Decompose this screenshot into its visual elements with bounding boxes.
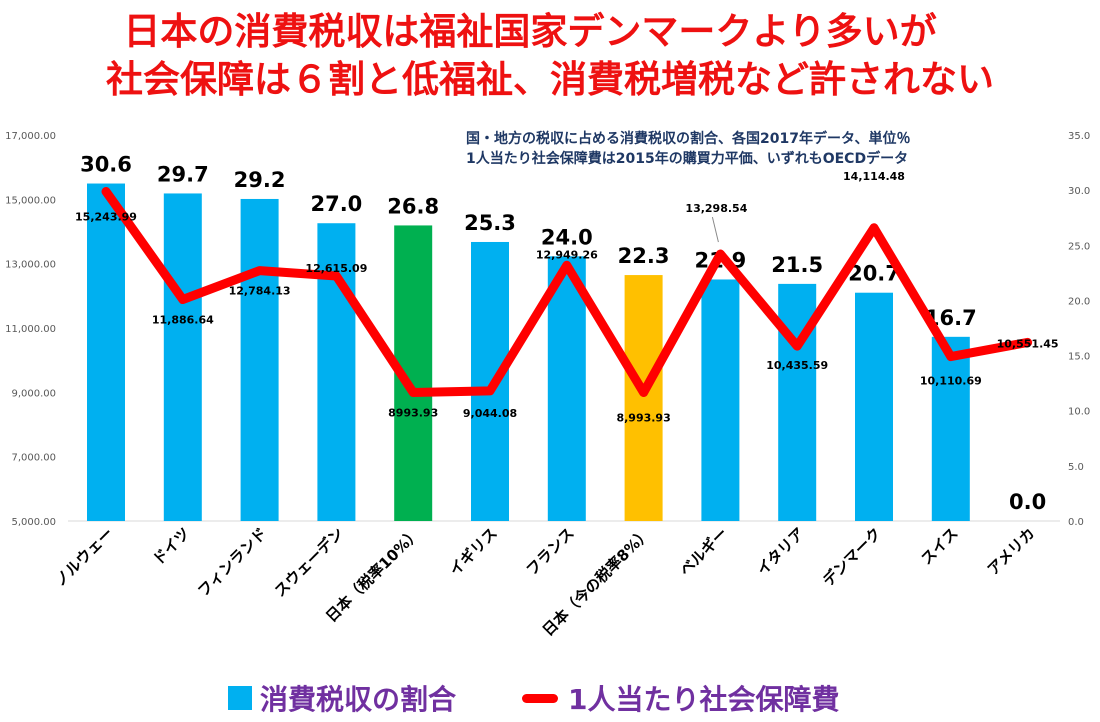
bar bbox=[624, 275, 663, 521]
bar-value-label: 22.3 bbox=[618, 244, 670, 268]
x-category-label: スイス bbox=[917, 524, 961, 568]
line-point bbox=[1026, 341, 1029, 344]
legend-line-swatch bbox=[522, 693, 558, 703]
line-point bbox=[949, 355, 952, 358]
y-right-tick-label: 30.0 bbox=[1068, 186, 1090, 197]
legend-bar-swatch bbox=[228, 686, 252, 710]
combo-chart: 5,000.00 7,000.00 9,000.00 11,000.00 13,000.… bbox=[5, 131, 1090, 640]
line-value-label: 10,435.59 bbox=[766, 359, 828, 372]
y-left-tick-label: 13,000.00 bbox=[5, 260, 56, 271]
line-value-label: 12,615.09 bbox=[305, 262, 367, 275]
line-point bbox=[796, 345, 799, 348]
x-category-label: ベルギー bbox=[676, 524, 731, 579]
y-right-tick-label: 20.0 bbox=[1068, 296, 1090, 307]
line-point bbox=[105, 190, 107, 193]
line-value-label: 9,044.08 bbox=[463, 407, 517, 420]
y-right-tick-label: 15.0 bbox=[1068, 352, 1090, 363]
x-category-label: イタリア bbox=[753, 524, 808, 579]
x-category-label: イギリス bbox=[446, 524, 501, 579]
line-value-label: 14,114.48 bbox=[843, 170, 905, 183]
chart-note-line1: 国・地方の税収に占める消費税収の割合、各国2017年データ、単位％ bbox=[466, 131, 911, 147]
chart-title-line2: 社会保障は６割と低福祉、消費税増税など許されない bbox=[106, 58, 994, 101]
x-category-label: ドイツ bbox=[149, 524, 194, 569]
y-right-tick-label: 5.0 bbox=[1068, 462, 1084, 473]
bar bbox=[87, 183, 125, 522]
x-category-label: ノルウェー bbox=[51, 524, 117, 590]
bar bbox=[701, 279, 740, 521]
x-category-label: アメリカ bbox=[984, 524, 1039, 579]
line-value-label: 10,110.69 bbox=[920, 375, 982, 388]
bar-value-label: 26.8 bbox=[387, 194, 439, 218]
bar bbox=[163, 193, 202, 522]
line-value-label: 10,551.45 bbox=[997, 337, 1059, 350]
line-point bbox=[258, 269, 261, 272]
bar-value-label: 27.0 bbox=[310, 192, 362, 216]
chart-note-line2: 1人当たり社会保障費は2015年の購買力平価、いずれもOECDデータ bbox=[466, 151, 909, 167]
bar-value-label: 20.7 bbox=[848, 262, 900, 286]
y-right-tick-label: 35.0 bbox=[1068, 131, 1090, 142]
line-point bbox=[412, 391, 415, 394]
y-right-tick-label: 10.0 bbox=[1068, 407, 1090, 418]
line-value-label: 11,886.64 bbox=[152, 313, 214, 326]
line-value-label: 15,243.99 bbox=[75, 210, 137, 223]
x-category-label: フィンランド bbox=[194, 524, 270, 600]
x-category-label: スウェーデン bbox=[271, 524, 347, 600]
legend-line-label: 1人当たり社会保障費 bbox=[568, 683, 840, 716]
bar bbox=[240, 198, 279, 522]
line-point bbox=[719, 253, 722, 256]
label-leader-line bbox=[711, 216, 719, 243]
x-category-label: デンマーク bbox=[819, 524, 885, 590]
y-left-tick-label: 5,000.00 bbox=[11, 517, 56, 528]
bar-value-label: 30.6 bbox=[80, 153, 132, 177]
y-left-tick-label: 15,000.00 bbox=[5, 195, 56, 206]
bar-value-label: 21.5 bbox=[771, 253, 823, 277]
bar-value-label: 25.3 bbox=[464, 211, 516, 235]
line-point bbox=[565, 264, 568, 267]
y-right-tick-label: 0.0 bbox=[1068, 517, 1084, 528]
line-point bbox=[642, 391, 645, 394]
legend-bar-label: 消費税収の割合 bbox=[260, 683, 457, 716]
legend-item-bar: 消費税収の割合 bbox=[228, 680, 456, 716]
x-category-label: フランス bbox=[523, 524, 578, 579]
y-right-tick-label: 25.0 bbox=[1068, 241, 1090, 252]
y-left-tick-label: 17,000.00 bbox=[5, 131, 56, 142]
bar bbox=[855, 292, 893, 521]
line-point bbox=[873, 226, 875, 229]
legend-item-line: 1人当たり社会保障費 bbox=[522, 680, 839, 716]
legend: 消費税収の割合 1人当たり社会保障費 bbox=[0, 680, 1100, 716]
line-point bbox=[489, 389, 491, 392]
y-left-tick-label: 7,000.00 bbox=[11, 453, 56, 464]
y-left-tick-label: 9,000.00 bbox=[11, 388, 56, 399]
line-value-label: 13,298.54 bbox=[685, 202, 747, 215]
line-point bbox=[335, 275, 338, 278]
bar-value-label: 29.2 bbox=[234, 168, 286, 192]
line-point bbox=[181, 298, 184, 301]
bar-value-label: 0.0 bbox=[1009, 490, 1046, 514]
bar bbox=[547, 256, 586, 521]
y-left-tick-label: 11,000.00 bbox=[5, 324, 56, 335]
bar-value-label: 29.7 bbox=[157, 162, 209, 186]
line-value-label: 8,993.93 bbox=[616, 412, 670, 425]
bar bbox=[931, 336, 970, 521]
line-value-label: 12,784.13 bbox=[229, 285, 291, 298]
bar-value-label: 24.0 bbox=[541, 225, 593, 249]
line-value-label: 8993.93 bbox=[388, 407, 438, 420]
bar bbox=[471, 241, 509, 521]
line-value-label: 12,949.26 bbox=[536, 248, 598, 261]
chart-title-line1: 日本の消費税収は福祉国家デンマークより多いが bbox=[123, 10, 937, 53]
